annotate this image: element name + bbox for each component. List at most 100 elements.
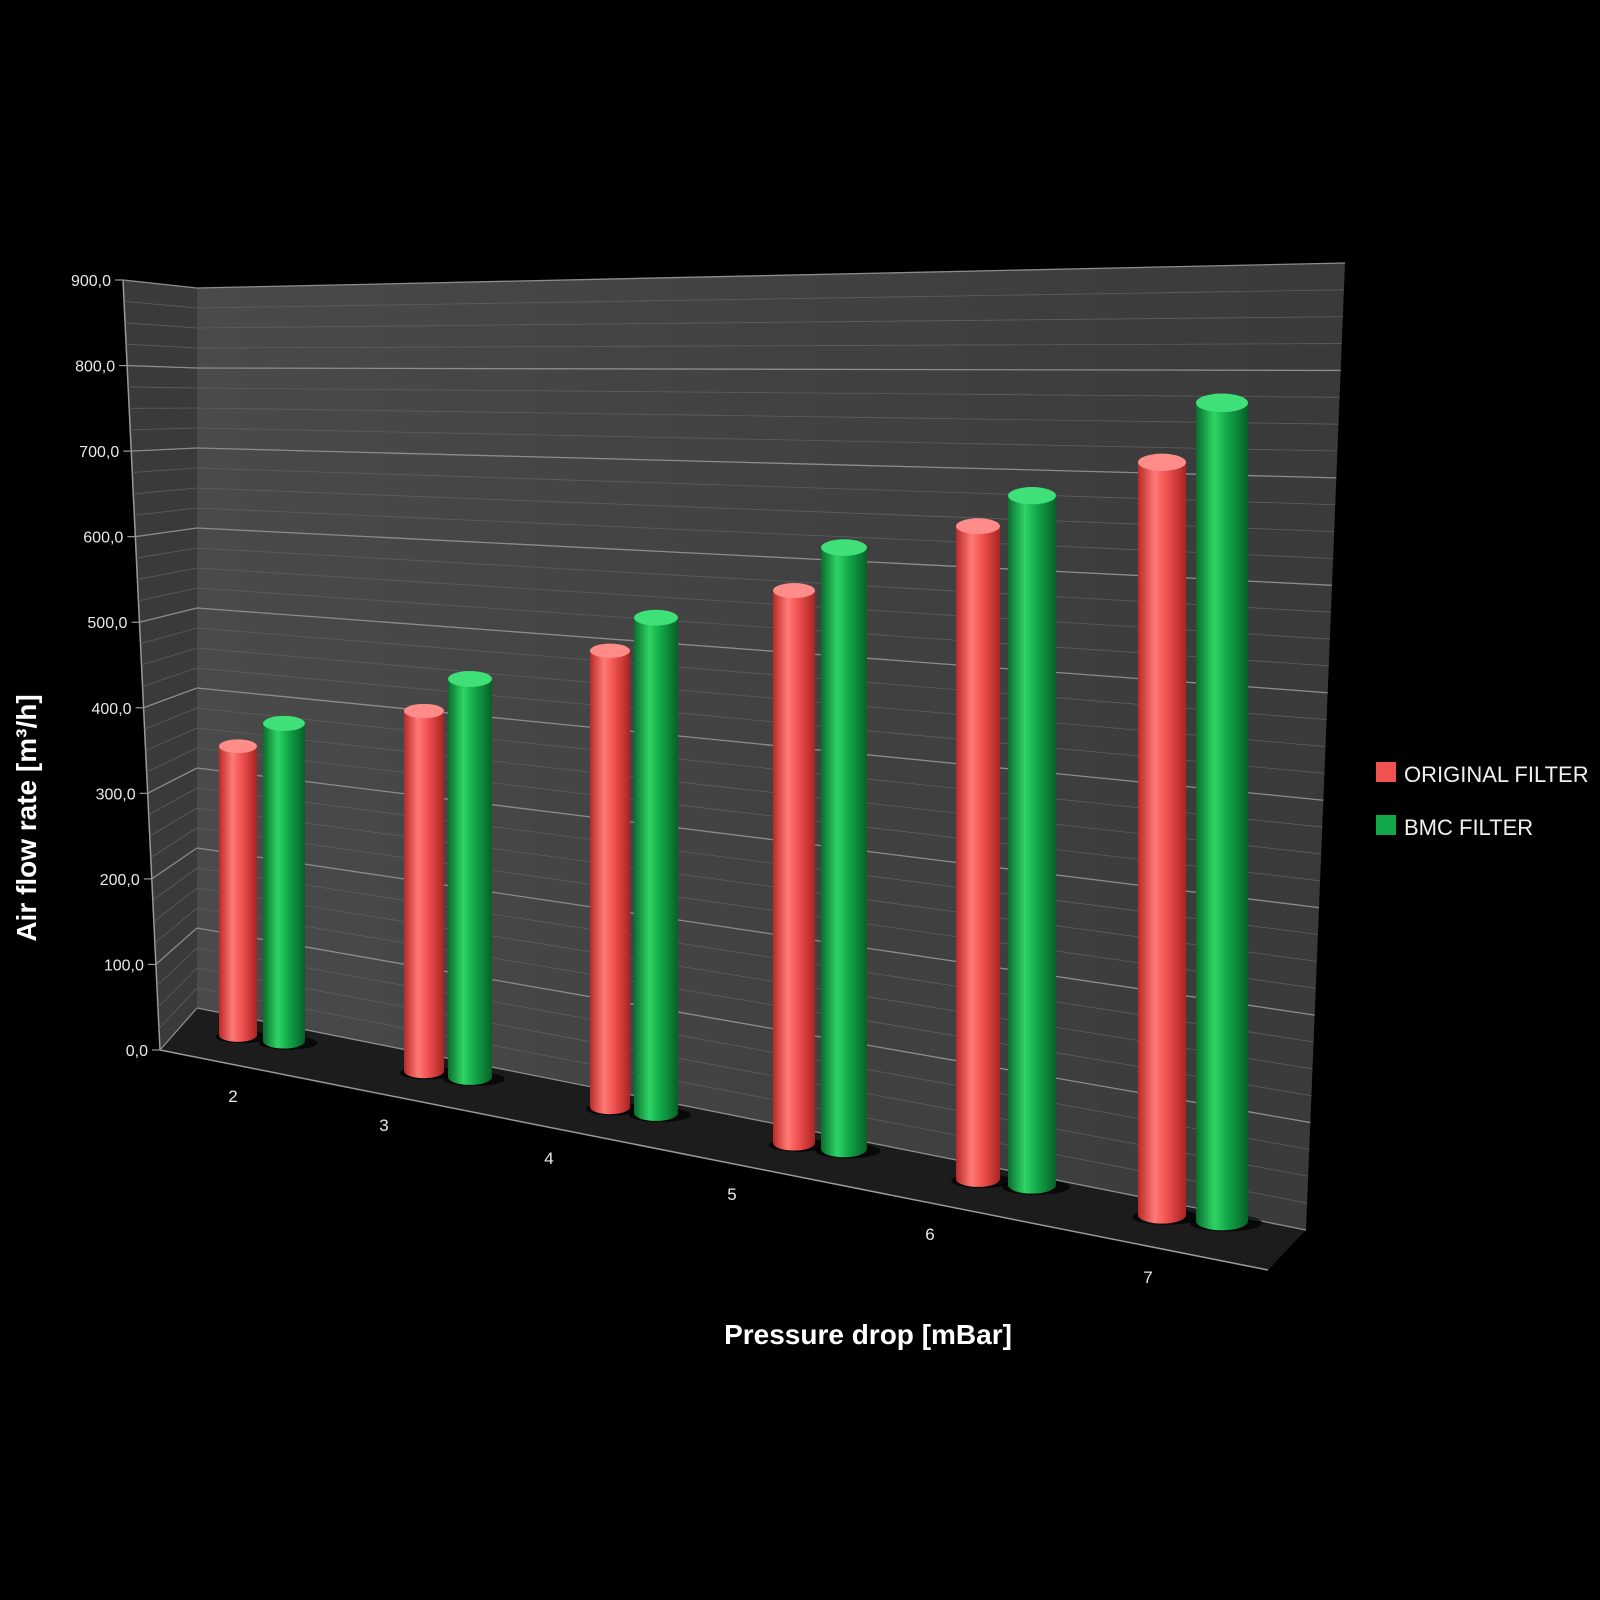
bar-top — [1196, 393, 1248, 413]
side-grid-line — [148, 787, 198, 816]
side-grid-line — [133, 487, 198, 495]
minor-grid-line — [196, 387, 1340, 398]
x-axis-title: Pressure drop [mBar] — [724, 1319, 1012, 1350]
side-grid-line — [126, 343, 198, 349]
major-grid-line — [196, 847, 1315, 1016]
side-grid-line — [130, 427, 198, 431]
y-tick-label: 400,0 — [92, 701, 132, 718]
bar-original-filter-3 — [400, 703, 456, 1080]
major-grid-line — [196, 687, 1324, 801]
y-tick-label: 700,0 — [79, 444, 119, 461]
bar-body — [590, 650, 630, 1115]
minor-grid-line — [196, 667, 1325, 774]
bar-body — [404, 711, 444, 1079]
x-category-label: 6 — [925, 1225, 934, 1244]
x-category-labels: 2 3 4 5 6 7 — [228, 1087, 1152, 1287]
side-grid-line — [144, 707, 198, 730]
y-tick-label: 300,0 — [96, 786, 136, 803]
bar-body — [263, 723, 305, 1049]
y-tick-label: 500,0 — [87, 615, 127, 632]
y-axis-title: Air flow rate [m³/h] — [11, 694, 42, 941]
floor-edge — [159, 1049, 1269, 1271]
bar-top — [448, 670, 492, 687]
bar-original-filter-5 — [768, 583, 828, 1152]
side-grid-line — [150, 827, 198, 858]
side-grid-line — [155, 927, 198, 965]
side-grid-line — [146, 747, 198, 773]
side-grid-line — [135, 527, 198, 538]
minor-grid-line — [196, 947, 1310, 1150]
side-grid-line — [151, 847, 198, 880]
side-grid-line — [139, 607, 198, 623]
legend: ORIGINAL FILTER BMC FILTER — [1376, 762, 1589, 840]
side-grid-line — [143, 687, 198, 709]
side-grid-line — [153, 887, 198, 922]
x-category-label: 2 — [228, 1087, 237, 1106]
side-grid-line — [131, 447, 198, 452]
bar-top — [263, 715, 305, 731]
minor-grid-line — [196, 427, 1338, 452]
minor-grid-line — [196, 407, 1339, 425]
legend-swatch-bmc-filter — [1376, 815, 1396, 835]
major-grid-line — [196, 767, 1320, 909]
side-grid-line — [147, 767, 198, 794]
major-grid-line — [196, 927, 1311, 1124]
bar-original-filter-4 — [586, 643, 642, 1116]
y-tick-label: 600,0 — [83, 530, 123, 547]
bar-bmc-filter-3 — [443, 670, 505, 1087]
minor-grid-line — [196, 867, 1314, 1043]
bar-body — [1138, 462, 1186, 1224]
bar-body — [219, 746, 257, 1042]
minor-grid-line — [196, 289, 1344, 309]
side-grid-line — [123, 300, 198, 309]
bar-top — [634, 609, 678, 626]
side-grid-line — [127, 364, 198, 369]
side-grid-line — [138, 587, 198, 602]
y-tick-label: 100,0 — [104, 957, 144, 974]
minor-grid-line — [196, 827, 1316, 989]
minor-grid-line — [196, 316, 1343, 329]
side-grid-line — [145, 727, 198, 751]
minor-grid-line — [196, 747, 1321, 882]
side-grid-line — [134, 507, 198, 516]
bar-bmc-filter-5 — [815, 539, 881, 1159]
minor-grid-line — [196, 787, 1318, 935]
y-tick-label: 0,0 — [126, 1043, 148, 1060]
side-grid-line — [125, 322, 198, 329]
y-tick-labels: 0,0 100,0 200,0 300,0 400,0 500,0 600,0 700,0 80… — [71, 273, 160, 1060]
minor-grid-line — [196, 727, 1322, 855]
legend-label-bmc-filter: BMC FILTER — [1404, 815, 1533, 840]
minor-grid-line — [196, 987, 1308, 1204]
grid-lines — [122, 262, 1346, 1231]
side-grid-line — [149, 807, 198, 837]
side-grid-line — [142, 667, 198, 687]
bar-body — [956, 526, 1000, 1187]
side-wall — [123, 280, 197, 1050]
bar-body — [821, 547, 867, 1158]
side-grid-line — [154, 907, 198, 944]
bar-top — [404, 703, 444, 719]
side-grid-line — [128, 386, 198, 389]
bar-top — [219, 739, 257, 754]
bar-bmc-filter-4 — [629, 609, 691, 1123]
bar-body — [634, 617, 678, 1121]
minor-grid-line — [196, 343, 1342, 349]
bar-top — [956, 518, 1000, 535]
bar-bmc-filter-7 — [1189, 393, 1263, 1232]
bar-bmc-filter-6 — [1002, 487, 1070, 1195]
y-tick-label: 900,0 — [71, 273, 111, 290]
bar-body — [448, 678, 492, 1085]
side-grid-line — [152, 867, 198, 901]
side-grid-line — [157, 967, 198, 1008]
minor-grid-line — [196, 647, 1326, 747]
minor-grid-line — [196, 967, 1309, 1177]
minor-grid-line — [196, 887, 1313, 1070]
bar-top — [1138, 453, 1186, 471]
bar-top — [821, 539, 867, 556]
side-grid-line — [156, 947, 198, 987]
bar-original-filter-6 — [951, 518, 1013, 1189]
side-grid-line — [141, 647, 198, 666]
minor-grid-line — [196, 807, 1317, 962]
bar-bmc-filter-2 — [258, 715, 318, 1050]
